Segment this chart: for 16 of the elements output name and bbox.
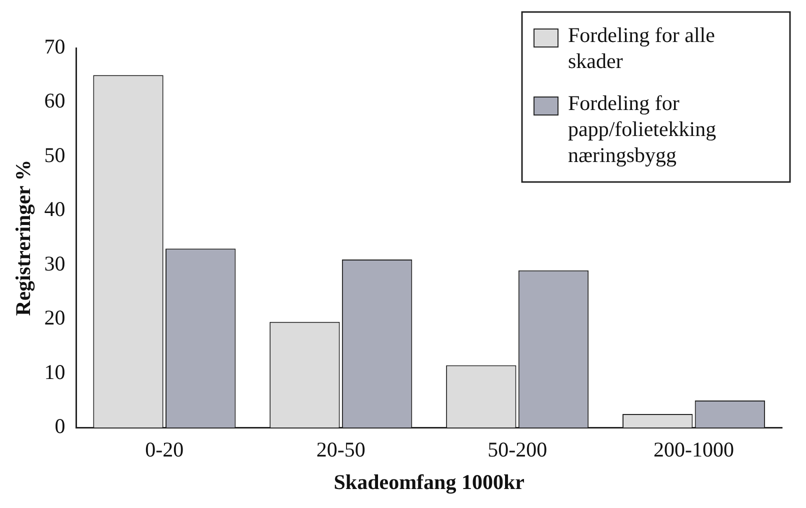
y-tick-label: 10	[44, 360, 66, 384]
legend-label: Fordeling for alle skader	[568, 23, 715, 74]
y-tick-label: 20	[44, 306, 66, 330]
x-tick-label: 20-50	[316, 438, 366, 462]
x-tick-label: 0-20	[145, 438, 184, 462]
x-tick-label: 50-200	[488, 438, 548, 462]
legend-label: Fordeling for papp/folietekking næringsbygg	[568, 91, 717, 168]
y-tick-label: 50	[44, 142, 66, 167]
y-tick-label: 60	[44, 88, 66, 113]
y-tick-label: 30	[44, 251, 66, 276]
x-tick-label: 200-1000	[654, 438, 734, 462]
x-axis-title: Skadeomfang 1000kr	[334, 470, 524, 494]
y-tick-label: 40	[44, 197, 66, 222]
y-axis-title: Registreringer %	[11, 160, 36, 316]
y-tick-label: 0	[54, 414, 66, 438]
y-tick-label: 70	[44, 34, 66, 59]
